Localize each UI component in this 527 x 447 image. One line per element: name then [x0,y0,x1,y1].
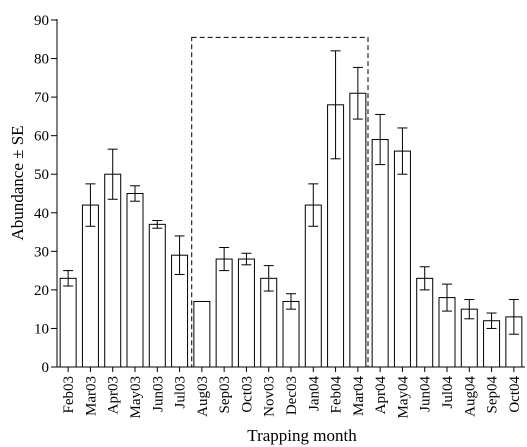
x-tick-label: Apr04 [373,376,389,415]
x-tick-label: Jul04 [440,376,456,409]
bar [126,193,144,368]
bar [393,150,411,368]
x-tick-label: Aug03 [195,376,211,417]
x-tick-label: May04 [395,376,411,419]
y-tick-label: 90 [34,13,49,29]
y-tick-label: 50 [34,167,49,183]
bar [282,300,300,368]
y-tick-label: 60 [34,129,49,145]
x-tick-label: Dec03 [284,376,300,415]
y-tick-label: 0 [42,360,50,376]
bar [237,258,255,368]
bar [215,258,233,368]
y-tick-label: 70 [34,90,49,106]
x-tick-label: Mar03 [83,376,99,416]
x-tick-label: Nov03 [262,376,278,417]
y-axis-title: Abundance ± SE [8,125,27,240]
x-tick-label: Mar04 [351,376,367,416]
bar [371,139,389,368]
x-tick-label: May03 [128,376,144,419]
y-tick-label: 80 [34,52,49,68]
x-tick-label: Jan04 [306,376,322,411]
bar [104,173,122,368]
bar [304,204,322,368]
x-tick-label: Oct03 [239,376,255,413]
y-tick-label: 10 [34,321,49,337]
y-tick-label: 20 [34,283,49,299]
y-tick-label: 30 [34,244,49,260]
x-tick-label: Jul03 [173,376,189,409]
x-tick-label: Jun04 [418,376,434,412]
x-tick-label: Apr03 [106,376,122,414]
x-tick-label: Sep03 [217,376,233,414]
bar [193,300,211,368]
x-tick-label: Sep04 [485,376,501,414]
x-axis-title: Trapping month [247,426,357,445]
x-tick-label: Aug04 [462,376,478,417]
x-tick-label: Oct04 [507,376,523,413]
bar [260,277,278,368]
x-tick-label: Jun03 [150,376,166,412]
y-tick-label: 40 [34,206,49,222]
bar [349,92,367,368]
bar [81,204,99,368]
bar [416,277,434,368]
bar [148,223,166,368]
axes-layer: 0 10 20 30 40 50 60 70 80 90 Feb03 Mar03 Apr03 May03 J… [34,13,525,419]
bars-layer [59,50,523,368]
x-tick-label: Feb03 [61,376,77,414]
x-tick-label: Feb04 [329,376,345,414]
bar [59,277,77,368]
